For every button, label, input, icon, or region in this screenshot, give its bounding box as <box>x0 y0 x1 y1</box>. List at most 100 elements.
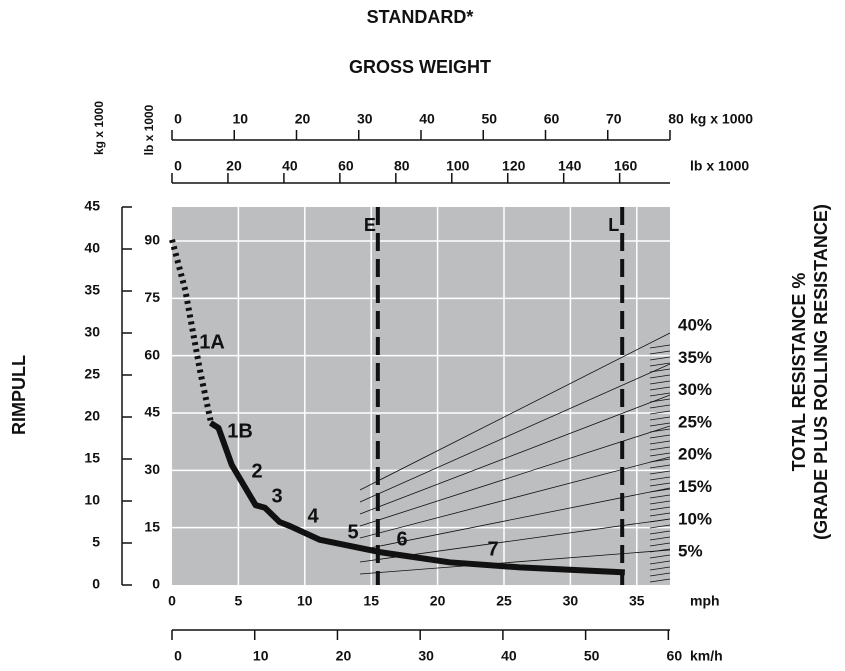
top-lb-axis-tick-label: 120 <box>502 158 526 174</box>
hatch <box>649 416 671 421</box>
hatch <box>649 470 671 475</box>
top-kg-axis-tick-label: 0 <box>174 111 182 127</box>
hatch <box>649 392 671 397</box>
y-axis-unit-label: kg x 1000 <box>92 101 106 155</box>
kmh-axis-tick-label: 20 <box>336 648 352 664</box>
gear-label: 3 <box>271 485 282 507</box>
top-lb-axis-tick-label: 20 <box>226 158 242 174</box>
kmh-axis-tick-label: 0 <box>174 648 182 664</box>
gear-label: 4 <box>307 505 319 527</box>
resistance-line <box>359 332 671 491</box>
hatch <box>649 464 671 469</box>
hatch <box>649 524 671 529</box>
hatch <box>649 542 671 547</box>
top-kg-axis-tick-label: 20 <box>295 111 311 127</box>
y-lb-axis-label: lb x 1000 <box>142 104 156 155</box>
hatch <box>649 350 671 355</box>
hatch <box>649 434 671 439</box>
top-lb-axis-tick-label: 160 <box>614 158 638 174</box>
y2-axis-label: TOTAL RESISTANCE % <box>789 273 809 472</box>
hatch <box>649 368 671 373</box>
resistance-label: 15% <box>678 477 712 496</box>
resistance-label: 5% <box>678 542 703 561</box>
hatch <box>649 422 671 427</box>
gear-label: 5 <box>347 521 358 543</box>
hatch <box>649 482 671 487</box>
top-lb-axis-label: lb x 1000 <box>690 158 749 174</box>
hatch <box>649 380 671 385</box>
y-lb-tick-label: 90 <box>144 232 160 248</box>
top-lb-axis-tick-label: 80 <box>394 158 410 174</box>
x-tick-label: 20 <box>430 593 446 609</box>
hatch <box>649 566 671 571</box>
y-lb-tick-label: 60 <box>144 346 160 362</box>
y-lb-tick-label: 15 <box>144 518 160 534</box>
top-lb-axis-tick-label: 0 <box>174 158 182 174</box>
hatch <box>649 362 671 367</box>
y-tick-label: 0 <box>92 576 100 592</box>
y-lb-tick-label: 0 <box>152 576 160 592</box>
resistance-line <box>359 487 671 551</box>
x-tick-label: 30 <box>563 593 579 609</box>
top-lb-axis-tick-label: 60 <box>338 158 354 174</box>
hatch <box>649 560 671 565</box>
hatch <box>649 494 671 499</box>
x-axis-label: mph <box>690 593 720 609</box>
resistance-line <box>359 425 671 527</box>
hatch <box>649 506 671 511</box>
hatch <box>649 344 671 349</box>
y-tick-label: 40 <box>84 240 100 256</box>
x-tick-label: 5 <box>235 593 243 609</box>
top-kg-axis-tick-label: 80 <box>668 111 684 127</box>
resistance-label: 35% <box>678 348 712 367</box>
y-tick-label: 35 <box>84 282 100 298</box>
hatch <box>649 500 671 505</box>
top-kg-axis-tick-label: 70 <box>606 111 622 127</box>
chart-title: STANDARD* <box>367 7 474 27</box>
x-tick-label: 10 <box>297 593 313 609</box>
hatch <box>649 440 671 445</box>
resistance-line <box>359 456 671 539</box>
hatch <box>649 518 671 523</box>
hatch <box>649 572 671 577</box>
top-lb-axis-tick-label: 40 <box>282 158 298 174</box>
gear-label: 7 <box>487 538 498 560</box>
top-lb-axis-tick-label: 140 <box>558 158 582 174</box>
x-tick-label: 0 <box>168 593 176 609</box>
hatch <box>649 398 671 403</box>
hatch <box>649 410 671 415</box>
top-kg-axis-label: kg x 1000 <box>690 111 753 127</box>
hatch <box>649 446 671 451</box>
resistance-line <box>359 394 671 515</box>
y-lb-tick-label: 45 <box>144 404 160 420</box>
hatch <box>649 452 671 457</box>
chart-subtitle: GROSS WEIGHT <box>349 57 491 77</box>
hatch <box>649 356 671 361</box>
top-kg-axis-tick-label: 50 <box>481 111 497 127</box>
y-lb-tick-label: 30 <box>144 461 160 477</box>
y-tick-label: 15 <box>84 450 100 466</box>
hatch <box>649 428 671 433</box>
resistance-label: 40% <box>678 315 712 334</box>
y-tick-label: 30 <box>84 324 100 340</box>
y-tick-label: 10 <box>84 492 100 508</box>
x-tick-label: 15 <box>363 593 379 609</box>
kmh-axis-tick-label: 10 <box>253 648 269 664</box>
top-kg-axis-tick-label: 10 <box>232 111 248 127</box>
rimpull-curve <box>208 420 625 576</box>
kmh-axis-tick-label: 50 <box>584 648 600 664</box>
x-tick-label: 25 <box>496 593 512 609</box>
top-kg-axis-tick-label: 40 <box>419 111 435 127</box>
hatch <box>649 458 671 463</box>
hatch <box>649 548 671 553</box>
gear-label: 6 <box>396 528 407 550</box>
resistance-label: 20% <box>678 445 712 464</box>
hatch <box>649 386 671 391</box>
marker-label: E <box>364 215 376 235</box>
y-axis-label: RIMPULL <box>9 355 29 435</box>
y-tick-label: 25 <box>84 366 100 382</box>
hatch <box>649 404 671 409</box>
top-kg-axis-tick-label: 30 <box>357 111 373 127</box>
hatch <box>649 536 671 541</box>
